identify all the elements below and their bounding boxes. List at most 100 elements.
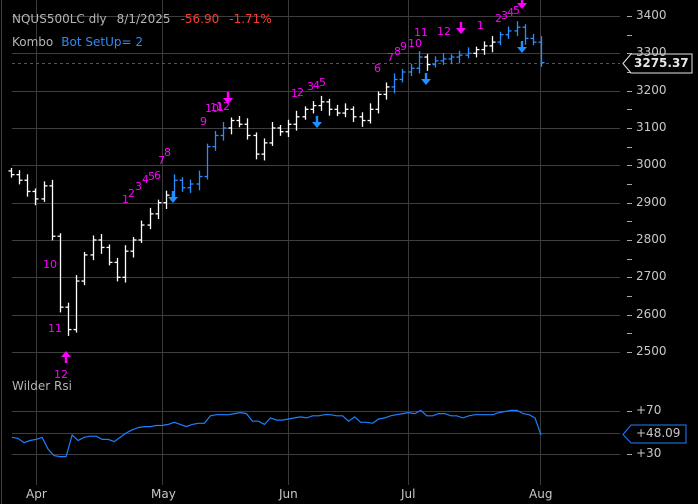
date-label: 8/1/2025 bbox=[116, 12, 171, 26]
price-bar bbox=[538, 36, 545, 67]
price-bar bbox=[277, 125, 284, 136]
price-bar bbox=[147, 207, 154, 230]
td-count-label: 1 bbox=[477, 19, 484, 32]
td-count-label: 5 bbox=[148, 170, 155, 183]
price-bar bbox=[138, 220, 145, 243]
price-bar bbox=[57, 233, 64, 313]
price-bar bbox=[505, 26, 512, 39]
price-bar bbox=[465, 47, 472, 59]
setup-arrow-icon bbox=[421, 73, 431, 85]
price-tick-3300: 3300 bbox=[636, 45, 667, 59]
price-bar bbox=[302, 106, 309, 120]
price-tick-3100: 3100 bbox=[636, 120, 667, 134]
month-label-may: May bbox=[151, 487, 176, 501]
price-bar bbox=[448, 54, 455, 65]
change-pct-label: -1.71% bbox=[229, 12, 272, 26]
price-bar bbox=[106, 244, 113, 266]
price-tick-2800: 2800 bbox=[636, 232, 667, 246]
price-bar bbox=[187, 179, 194, 193]
price-bar bbox=[41, 181, 48, 202]
price-bar bbox=[24, 174, 31, 197]
price-bar bbox=[367, 103, 374, 124]
price-bar bbox=[196, 170, 203, 191]
price-bar bbox=[163, 190, 170, 209]
td-count-label: 2 bbox=[495, 12, 502, 25]
month-label-jun: Jun bbox=[279, 487, 298, 501]
price-bar bbox=[424, 54, 431, 71]
last-rsi-tag-frame bbox=[622, 424, 687, 444]
td-count-label: 12 bbox=[54, 368, 68, 381]
price-bar bbox=[204, 143, 211, 180]
price-bar bbox=[8, 167, 15, 178]
price-tick-2600: 2600 bbox=[636, 307, 667, 321]
td-count-label: 7 bbox=[387, 51, 394, 64]
td-count-label: 11 bbox=[48, 322, 62, 335]
price-bar bbox=[179, 177, 186, 192]
price-bar bbox=[155, 199, 162, 220]
price-tick-3200: 3200 bbox=[636, 83, 667, 97]
price-bar bbox=[530, 33, 537, 46]
month-label-jul: Jul bbox=[401, 487, 416, 501]
price-bar bbox=[253, 132, 260, 160]
td-count-label: 4 bbox=[507, 6, 514, 19]
price-tick-2900: 2900 bbox=[636, 195, 667, 209]
indicator-name: Kombo bbox=[12, 35, 54, 49]
indicator-header: Kombo Bot SetUp= 2 bbox=[12, 35, 153, 49]
price-bar bbox=[81, 251, 88, 286]
setup-arrow-icon bbox=[517, 41, 527, 53]
price-bar bbox=[114, 257, 121, 282]
price-bar bbox=[481, 41, 488, 55]
price-bar bbox=[383, 82, 390, 100]
price-bar bbox=[65, 302, 72, 336]
sell-signal-arrow-icon bbox=[517, 0, 527, 9]
price-tick-3400: 3400 bbox=[636, 8, 667, 22]
price-bar bbox=[318, 95, 325, 111]
price-bar bbox=[522, 24, 529, 45]
price-bar bbox=[98, 234, 105, 254]
td-count-label: 9 bbox=[400, 40, 407, 53]
td-count-label: 5 bbox=[513, 4, 520, 17]
setup-arrow-icon bbox=[312, 116, 322, 128]
price-bar bbox=[350, 106, 357, 123]
price-bar bbox=[473, 46, 480, 58]
setup-arrow-icon bbox=[168, 191, 178, 203]
td-count-label: 10 bbox=[408, 37, 422, 50]
price-bar bbox=[269, 122, 276, 146]
td-count-label: 9 bbox=[200, 115, 207, 128]
price-bar bbox=[122, 245, 129, 283]
price-bar bbox=[334, 104, 341, 117]
price-bar bbox=[130, 236, 137, 258]
buy-signal-arrow-icon bbox=[61, 351, 71, 363]
price-bar bbox=[416, 51, 423, 74]
price-bar bbox=[212, 130, 219, 151]
td-count-label: 7 bbox=[158, 154, 165, 167]
price-bar bbox=[310, 101, 317, 114]
td-count-label: 6 bbox=[154, 169, 161, 182]
td-count-label: 4 bbox=[142, 173, 149, 186]
td-count-label: 10 bbox=[205, 102, 219, 115]
price-bar bbox=[399, 69, 406, 83]
price-bar bbox=[49, 179, 56, 241]
price-bar bbox=[285, 119, 292, 137]
price-tick-2500: 2500 bbox=[636, 344, 667, 358]
price-bar bbox=[440, 52, 447, 65]
last-price-tag: 3275.37 bbox=[634, 56, 689, 70]
price-bar bbox=[90, 235, 97, 261]
sell-signal-arrow-icon bbox=[456, 22, 466, 34]
price-tick-2700: 2700 bbox=[636, 269, 667, 283]
td-count-label: 10 bbox=[43, 258, 57, 271]
price-bar bbox=[244, 118, 251, 140]
rsi-tick-30: +30 bbox=[636, 446, 662, 460]
price-bar bbox=[391, 73, 398, 94]
td-count-label: 11 bbox=[210, 101, 224, 114]
price-bar bbox=[456, 50, 463, 64]
change-label: -56.90 bbox=[180, 12, 220, 26]
td-count-label: 11 bbox=[414, 26, 428, 39]
td-count-label: 12 bbox=[216, 100, 230, 113]
price-bar bbox=[32, 188, 39, 206]
rsi-tick-70: +70 bbox=[636, 403, 662, 417]
price-bar bbox=[326, 98, 333, 116]
price-bar bbox=[228, 117, 235, 135]
